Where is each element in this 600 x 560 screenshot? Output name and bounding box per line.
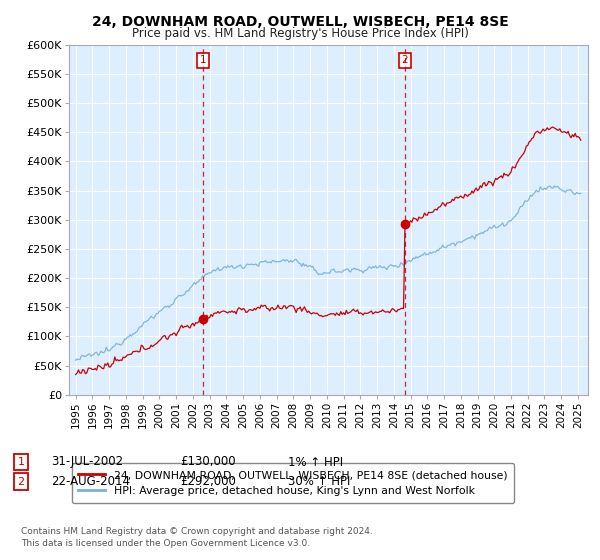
Text: 2: 2: [17, 477, 25, 487]
Text: Price paid vs. HM Land Registry's House Price Index (HPI): Price paid vs. HM Land Registry's House …: [131, 27, 469, 40]
Legend: 24, DOWNHAM ROAD, OUTWELL, WISBECH, PE14 8SE (detached house), HPI: Average pric: 24, DOWNHAM ROAD, OUTWELL, WISBECH, PE14…: [72, 463, 514, 503]
Text: 1: 1: [199, 55, 206, 66]
Text: Contains HM Land Registry data © Crown copyright and database right 2024.
This d: Contains HM Land Registry data © Crown c…: [21, 527, 373, 548]
Text: 1: 1: [17, 457, 25, 467]
Text: 24, DOWNHAM ROAD, OUTWELL, WISBECH, PE14 8SE: 24, DOWNHAM ROAD, OUTWELL, WISBECH, PE14…: [92, 15, 508, 29]
Text: £130,000: £130,000: [180, 455, 236, 469]
Text: 1% ↑ HPI: 1% ↑ HPI: [288, 455, 343, 469]
Text: £292,000: £292,000: [180, 475, 236, 488]
Text: 31-JUL-2002: 31-JUL-2002: [51, 455, 123, 469]
Text: 30% ↑ HPI: 30% ↑ HPI: [288, 475, 350, 488]
Text: 22-AUG-2014: 22-AUG-2014: [51, 475, 130, 488]
Text: 2: 2: [401, 55, 408, 66]
